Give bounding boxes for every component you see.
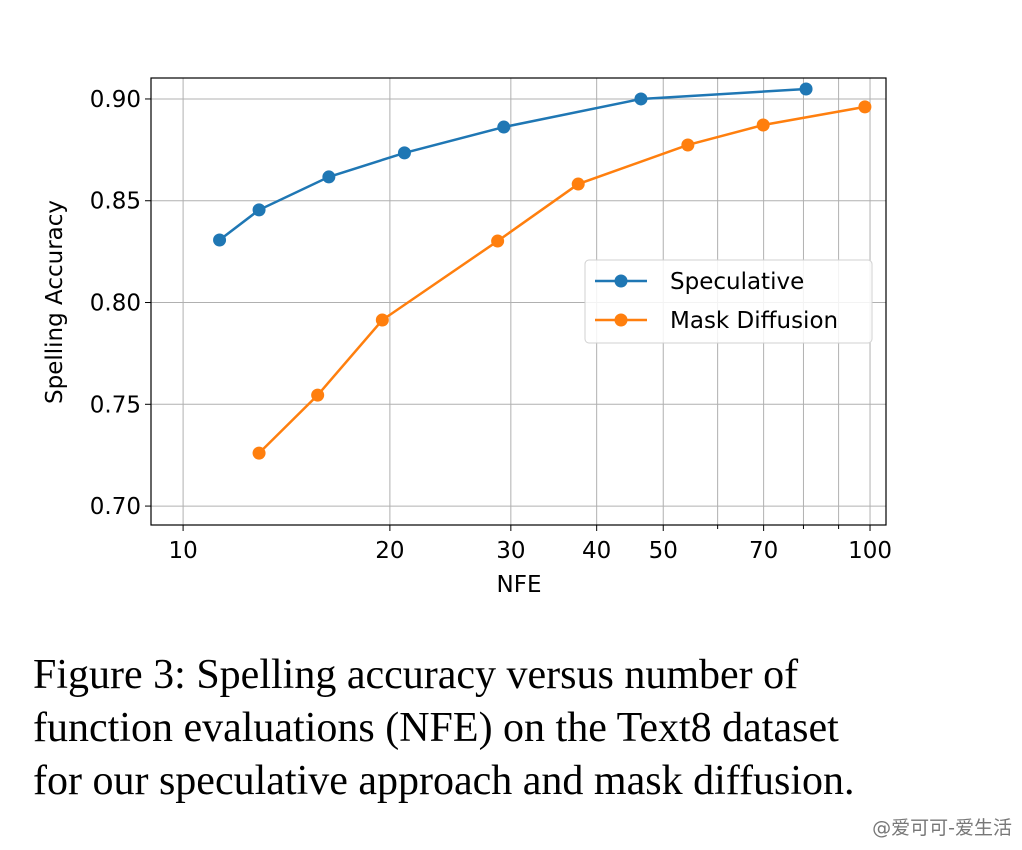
legend-label: Speculative bbox=[670, 269, 804, 295]
data-point bbox=[375, 313, 389, 327]
y-tick-label: 0.75 bbox=[90, 392, 141, 418]
data-point bbox=[311, 388, 325, 402]
series-line bbox=[258, 105, 866, 455]
legend-marker bbox=[614, 313, 628, 327]
x-tick-label: 10 bbox=[168, 538, 197, 564]
y-tick-label: 0.85 bbox=[90, 189, 141, 215]
x-tick-label: 20 bbox=[375, 538, 404, 564]
y-tick-label: 0.70 bbox=[90, 494, 141, 520]
legend-label: Mask Diffusion bbox=[670, 308, 838, 334]
data-point bbox=[571, 177, 585, 191]
x-tick-label: 70 bbox=[749, 538, 778, 564]
caption-line: Figure 3: Spelling accuracy versus numbe… bbox=[33, 652, 798, 698]
legend-marker bbox=[614, 274, 628, 288]
data-point bbox=[497, 120, 511, 134]
y-tick-label: 0.80 bbox=[90, 291, 141, 317]
legend-box bbox=[584, 259, 873, 344]
caption-line: for our speculative approach and mask di… bbox=[33, 758, 854, 804]
x-tick-label: 30 bbox=[496, 538, 525, 564]
data-point bbox=[756, 118, 770, 132]
plot-frame bbox=[150, 77, 887, 526]
x-tick-label: 50 bbox=[649, 538, 678, 564]
y-tick-label: 0.90 bbox=[90, 87, 141, 113]
data-point bbox=[252, 203, 266, 217]
data-point bbox=[858, 100, 872, 114]
data-point bbox=[799, 82, 813, 96]
watermark: @爱可可-爱生活 bbox=[872, 817, 1012, 839]
data-point bbox=[491, 234, 505, 248]
data-point bbox=[681, 138, 695, 152]
x-axis-label: NFE bbox=[497, 572, 542, 598]
x-tick-label: 40 bbox=[582, 538, 611, 564]
y-axis-label: Spelling Accuracy bbox=[42, 200, 68, 404]
data-point bbox=[634, 92, 648, 106]
caption-line: function evaluations (NFE) on the Text8 … bbox=[33, 705, 839, 751]
data-point bbox=[322, 170, 336, 184]
data-point bbox=[252, 446, 266, 460]
data-point bbox=[213, 233, 227, 247]
x-tick-label: 100 bbox=[848, 538, 892, 564]
data-point bbox=[397, 146, 411, 160]
